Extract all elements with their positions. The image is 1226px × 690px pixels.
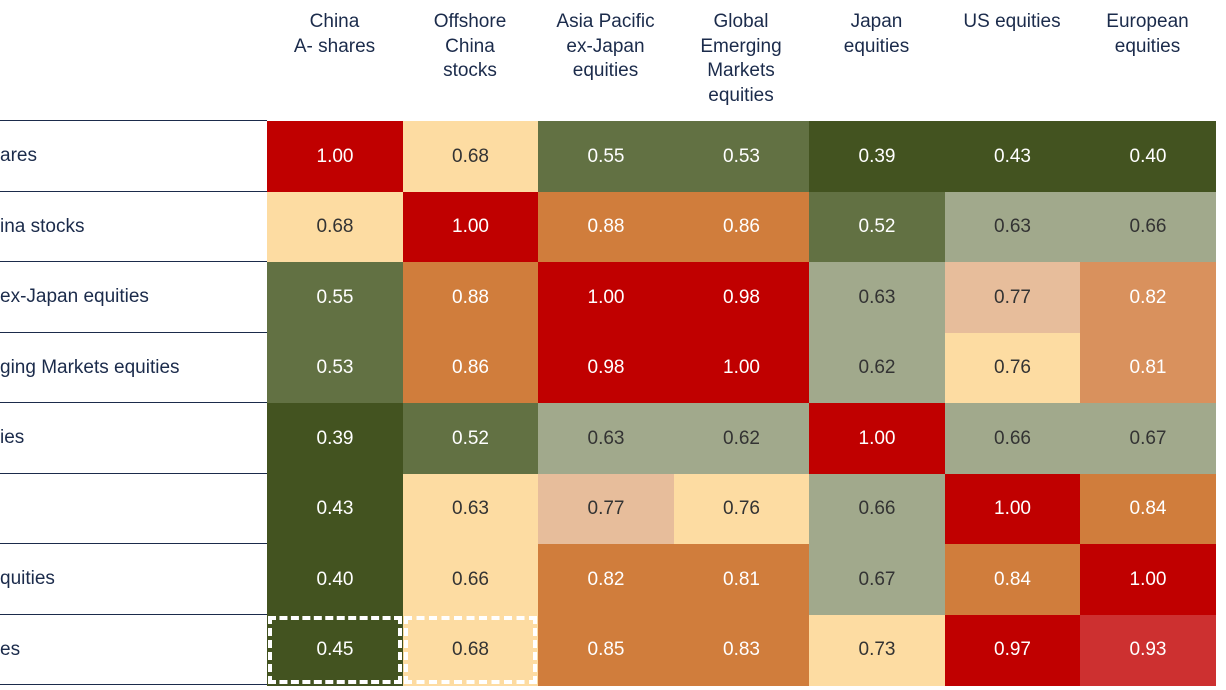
heatmap-cell: 0.55 <box>267 262 403 333</box>
heatmap-cell: 0.81 <box>1080 332 1216 404</box>
heatmap-cell: 0.63 <box>944 191 1081 263</box>
heatmap-cell: 0.86 <box>673 191 810 263</box>
row-label-text: quities <box>0 568 55 589</box>
heatmap-cell: 0.43 <box>267 473 403 545</box>
heatmap-cell: 0.97 <box>944 614 1081 686</box>
heatmap-cell: 0.68 <box>402 121 539 192</box>
heatmap-cell: 0.84 <box>944 544 1081 615</box>
heatmap-cell: 0.88 <box>538 191 674 263</box>
row-label-text: ex-Japan equities <box>0 286 149 307</box>
heatmap-cell: 0.40 <box>1080 121 1216 192</box>
heatmap-cell: 0.73 <box>809 614 945 686</box>
row-label-text: ging Markets equities <box>0 356 180 378</box>
row-separator <box>0 613 267 615</box>
heatmap-cell: 0.63 <box>809 262 945 333</box>
heatmap-cell: 0.83 <box>673 614 810 686</box>
heatmap-cell: 0.66 <box>809 473 945 545</box>
heatmap-cell: 0.40 <box>267 544 403 615</box>
heatmap-cell: 0.77 <box>944 262 1081 333</box>
row-label: es <box>0 615 266 685</box>
heatmap-cell: 1.00 <box>944 473 1081 545</box>
heatmap-cell: 1.00 <box>267 121 403 192</box>
heatmap-cell: 0.53 <box>673 121 810 192</box>
row-label-text: ies <box>0 427 25 448</box>
row-label-text: es <box>0 638 21 660</box>
heatmap-cell: 1.00 <box>1080 544 1216 615</box>
heatmap-cell: 0.98 <box>538 332 674 404</box>
highlight-box <box>268 615 402 684</box>
row-label: ares <box>0 121 266 191</box>
heatmap-cell: 0.82 <box>538 544 674 615</box>
row-separator <box>0 261 267 262</box>
column-header: Offshore China stocks <box>433 11 507 81</box>
row-separator <box>0 402 267 403</box>
heatmap-cell: 0.76 <box>944 332 1081 404</box>
heatmap-cell: 1.00 <box>809 403 945 474</box>
column-header: Japan equities <box>843 11 910 57</box>
heatmap-cell: 0.45 <box>267 614 403 686</box>
heatmap-cell: 0.66 <box>1080 191 1216 263</box>
heatmap-cell: 1.00 <box>402 191 539 263</box>
row-label-text: ares <box>0 145 37 166</box>
heatmap-cell: 0.62 <box>809 332 945 404</box>
heatmap-cell: 0.68 <box>402 614 539 686</box>
column-header: Asia Pacific ex-Japan equities <box>556 11 655 81</box>
row-separator <box>0 684 267 685</box>
row-separator <box>0 472 267 474</box>
heatmap-cell: 0.52 <box>402 403 539 474</box>
row-label: ging Markets equities <box>0 333 266 403</box>
row-label: ies <box>0 403 266 473</box>
heatmap-cell: 0.85 <box>538 614 674 686</box>
heatmap-cell: 0.77 <box>538 473 674 545</box>
heatmap-cell: 0.76 <box>673 473 810 545</box>
row-label: quities <box>0 544 266 614</box>
heatmap-cell: 0.66 <box>944 403 1081 474</box>
heatmap-cell: 0.81 <box>673 544 810 615</box>
heatmap-cell: 0.82 <box>1080 262 1216 333</box>
heatmap-cell: 0.86 <box>402 332 539 404</box>
heatmap-cell: 1.00 <box>673 332 810 404</box>
heatmap-cell: 0.52 <box>809 191 945 263</box>
row-label <box>0 474 266 544</box>
column-header: China A- shares <box>293 11 376 57</box>
heatmap-cell: 0.67 <box>1080 403 1216 474</box>
column-header: US equities <box>963 11 1061 32</box>
heatmap-cell: 0.98 <box>673 262 810 333</box>
row-label: ina stocks <box>0 192 266 262</box>
row-separator <box>0 543 267 544</box>
heatmap-cell: 1.00 <box>538 262 674 333</box>
row-separator <box>0 120 267 121</box>
heatmap-cell: 0.66 <box>402 544 539 615</box>
heatmap-cell: 0.63 <box>402 473 539 545</box>
heatmap-cell: 0.67 <box>809 544 945 615</box>
row-label-text: ina stocks <box>0 215 85 237</box>
heatmap-cell: 0.39 <box>809 121 945 192</box>
column-header: Global Emerging Markets equities <box>700 11 782 106</box>
heatmap-cell: 0.88 <box>402 262 539 333</box>
heatmap-cell: 0.62 <box>673 403 810 474</box>
column-header: European equities <box>1106 11 1189 57</box>
row-label: ex-Japan equities <box>0 262 266 332</box>
heatmap-cell: 0.53 <box>267 332 403 404</box>
heatmap-cell: 0.68 <box>267 191 403 263</box>
row-separator <box>0 331 267 333</box>
heatmap-cell: 0.93 <box>1080 614 1216 686</box>
heatmap-cell: 0.63 <box>538 403 674 474</box>
heatmap-cell: 0.43 <box>944 121 1081 192</box>
heatmap-cell: 0.84 <box>1080 473 1216 545</box>
row-separator <box>0 190 267 192</box>
heatmap-cell: 0.55 <box>538 121 674 192</box>
highlight-box <box>403 615 537 684</box>
heatmap-cell: 0.39 <box>267 403 403 474</box>
